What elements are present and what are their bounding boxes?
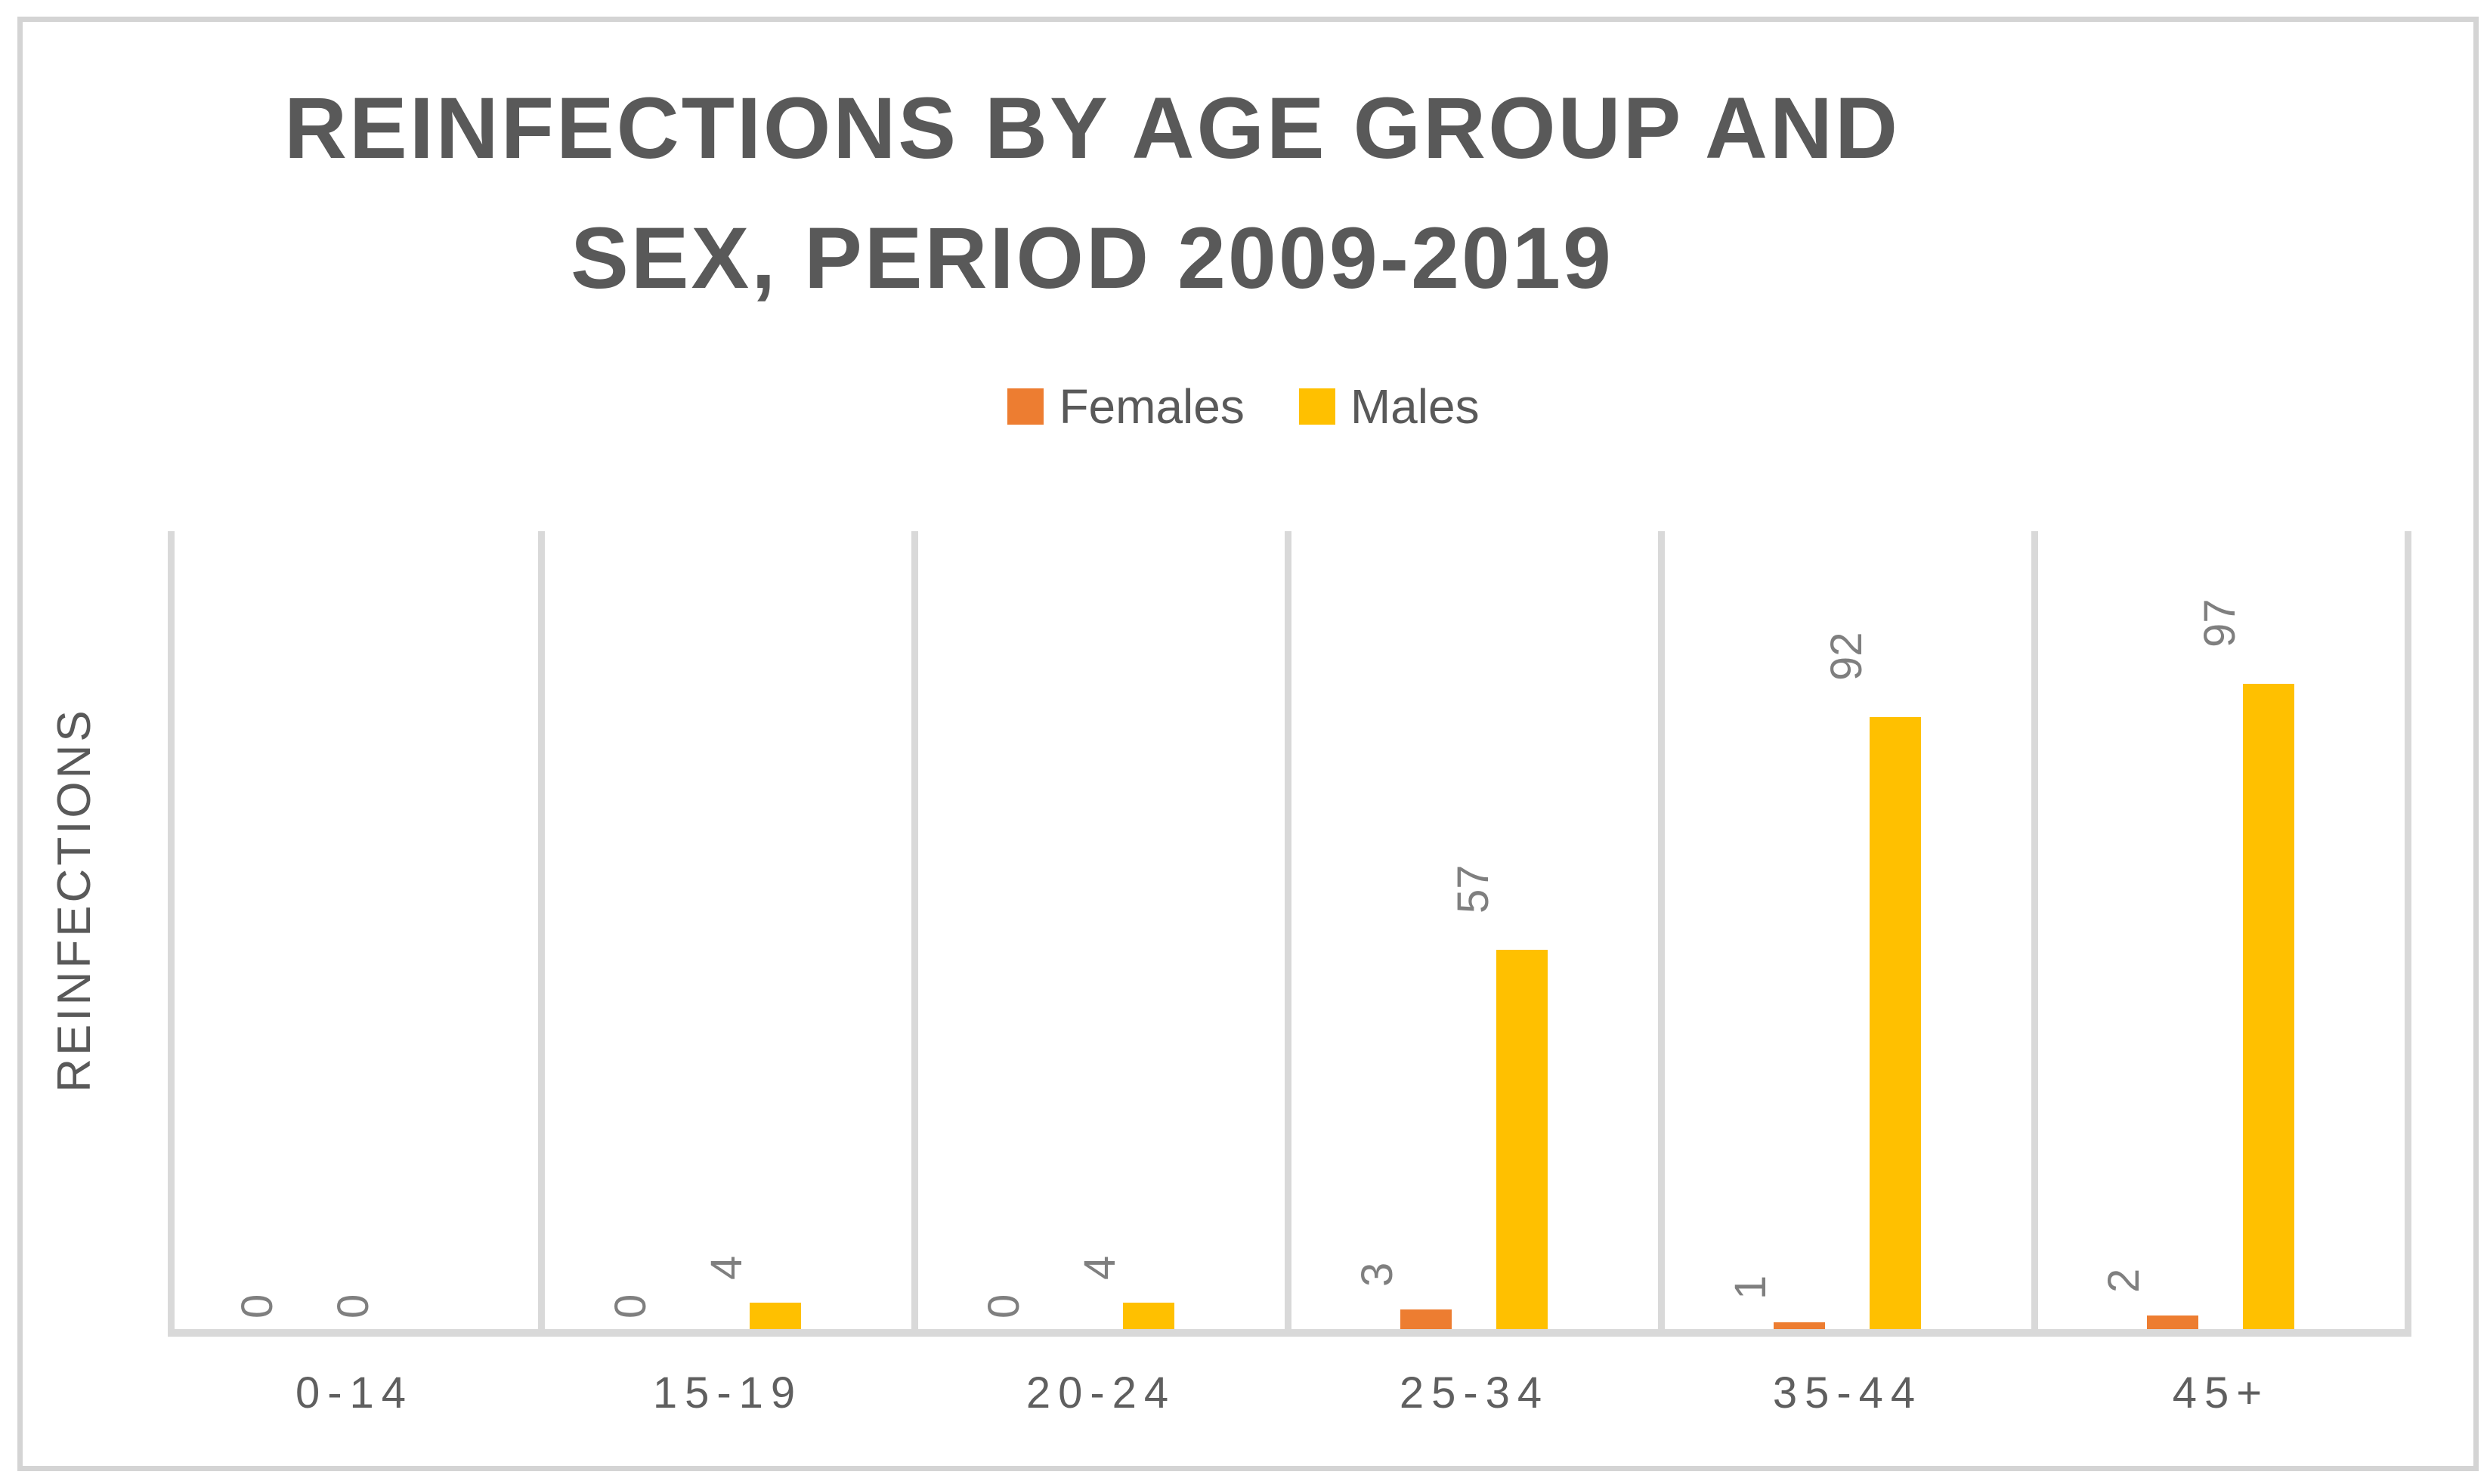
x-tick-label-0-14: 0-14	[295, 1368, 414, 1418]
category-gridline	[1285, 531, 1291, 1335]
category-gridline	[2405, 531, 2411, 1335]
x-tick-label-45+: 45+	[2172, 1368, 2270, 1418]
data-label-females-25-34: 3	[1353, 1262, 1402, 1287]
data-label-females-0-14: 0	[233, 1294, 282, 1319]
data-label-males-15-19: 4	[702, 1255, 751, 1280]
bar-females-35-44	[1774, 1322, 1825, 1329]
data-label-males-20-24: 4	[1075, 1255, 1124, 1280]
bar-females-45+	[2147, 1316, 2198, 1329]
bar-males-45+	[2243, 684, 2294, 1329]
data-label-females-15-19: 0	[606, 1294, 655, 1319]
x-axis-line	[168, 1329, 2411, 1337]
category-gridline	[538, 531, 545, 1335]
data-label-females-45+: 2	[2099, 1268, 2148, 1293]
bar-males-35-44	[1870, 717, 1921, 1329]
legend-item-males: Males	[1298, 379, 1480, 434]
bar-females-25-34	[1400, 1309, 1452, 1329]
data-label-males-25-34: 57	[1449, 864, 1498, 914]
chart-title-line1: REINFECTIONS BY AGE GROUP AND	[283, 80, 1901, 177]
chart-title-line2: SEX, PERIOD 2009-2019	[571, 210, 1613, 307]
y-axis-line	[168, 531, 175, 1335]
x-tick-label-35-44: 35-44	[1772, 1368, 1923, 1418]
data-label-females-20-24: 0	[979, 1294, 1029, 1319]
category-gridline	[911, 531, 918, 1335]
chart-title: REINFECTIONS BY AGE GROUP AND SEX, PERIO…	[147, 63, 2037, 323]
legend-label: Males	[1350, 379, 1480, 434]
category-gridline	[1658, 531, 1665, 1335]
bar-males-25-34	[1496, 950, 1548, 1329]
y-axis-title: REINFECTIONS	[48, 707, 101, 1093]
legend-swatch-males	[1298, 388, 1335, 425]
x-tick-label-25-34: 25-34	[1399, 1368, 1550, 1418]
bar-males-15-19	[750, 1303, 801, 1329]
data-label-males-0-14: 0	[329, 1294, 378, 1319]
data-label-males-35-44: 92	[1822, 632, 1871, 681]
legend-swatch-females	[1007, 388, 1044, 425]
legend: Females Males	[0, 382, 2487, 431]
bar-males-20-24	[1123, 1303, 1174, 1329]
legend-item-females: Females	[1007, 379, 1245, 434]
data-label-males-45+: 97	[2195, 598, 2244, 648]
x-tick-label-15-19: 15-19	[652, 1368, 803, 1418]
data-label-females-35-44: 1	[1726, 1275, 1775, 1300]
x-tick-label-20-24: 20-24	[1025, 1368, 1177, 1418]
legend-label: Females	[1059, 379, 1245, 434]
category-gridline	[2031, 531, 2038, 1335]
